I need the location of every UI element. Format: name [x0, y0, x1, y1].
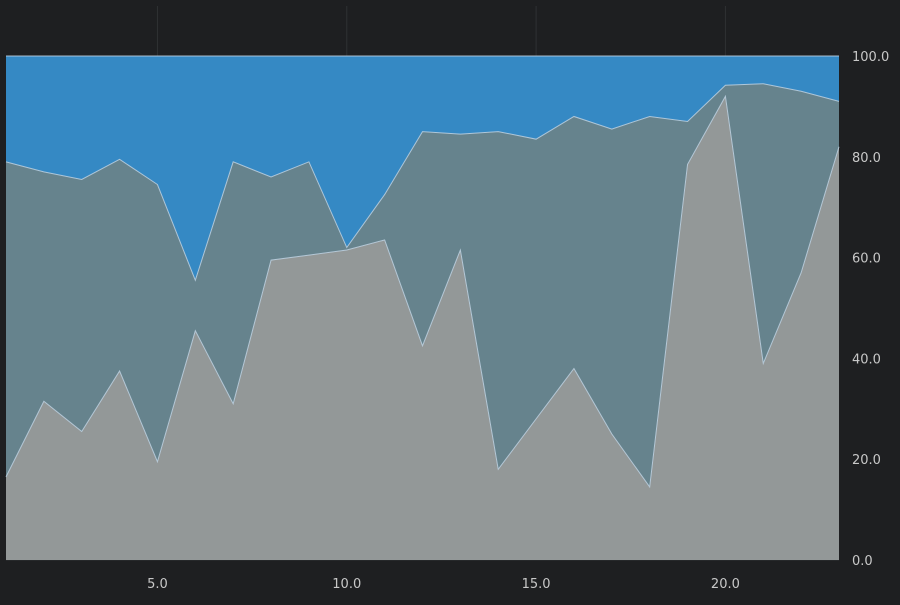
- x-tick-label: 5.0: [147, 577, 168, 592]
- y-tick-label: 0.0: [852, 554, 873, 569]
- x-tick-label: 15.0: [522, 577, 551, 592]
- tick-label-layer: 5.0 10.0 15.0 20.0 0.0 20.0 40.0 60.0 80.0 100.0: [147, 50, 889, 592]
- y-tick-label: 20.0: [852, 453, 881, 468]
- area-boundary-line-0: [5, 94, 840, 489]
- y-tick-label: 60.0: [852, 252, 881, 267]
- area-band-0: [6, 96, 839, 560]
- x-tick-label: 10.0: [332, 577, 361, 592]
- x-tick-label: 20.0: [711, 577, 740, 592]
- y-tick-label: 40.0: [852, 352, 881, 367]
- area-layer: [6, 56, 839, 560]
- area-boundary-line-1: [5, 83, 840, 282]
- area-band-1: [6, 83, 839, 487]
- area-band-2: [6, 56, 839, 281]
- boundary-line-layer: [5, 55, 840, 489]
- y-tick-label: 80.0: [852, 151, 881, 166]
- y-tick-label: 100.0: [852, 50, 889, 65]
